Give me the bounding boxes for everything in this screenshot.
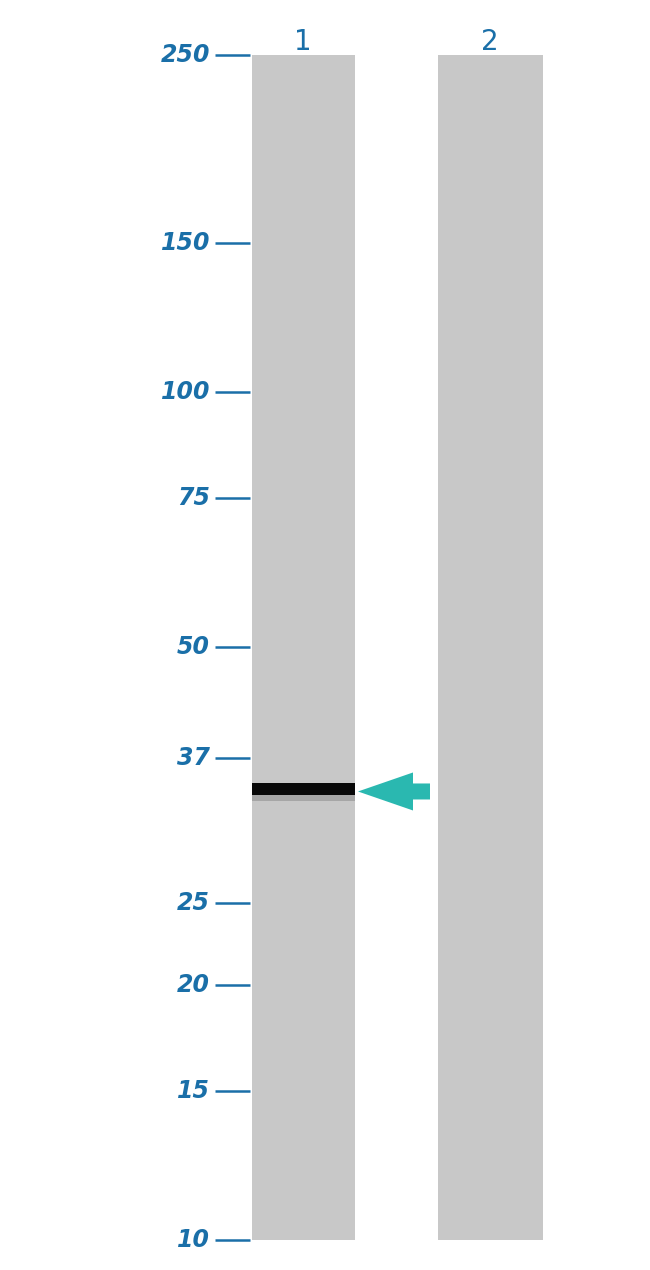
Bar: [252, 55, 355, 1240]
Text: 150: 150: [161, 231, 210, 255]
Text: 250: 250: [161, 43, 210, 67]
Text: 75: 75: [177, 486, 210, 511]
Text: 15: 15: [177, 1078, 210, 1102]
Text: 37: 37: [177, 747, 210, 771]
Bar: [252, 784, 355, 795]
FancyArrow shape: [358, 772, 430, 810]
Text: 2: 2: [481, 28, 499, 56]
Text: 100: 100: [161, 380, 210, 404]
Bar: [252, 795, 355, 801]
Bar: [438, 55, 543, 1240]
Text: 20: 20: [177, 973, 210, 997]
Text: 25: 25: [177, 890, 210, 914]
Text: 1: 1: [294, 28, 312, 56]
Text: 50: 50: [177, 635, 210, 659]
Text: 10: 10: [177, 1228, 210, 1252]
